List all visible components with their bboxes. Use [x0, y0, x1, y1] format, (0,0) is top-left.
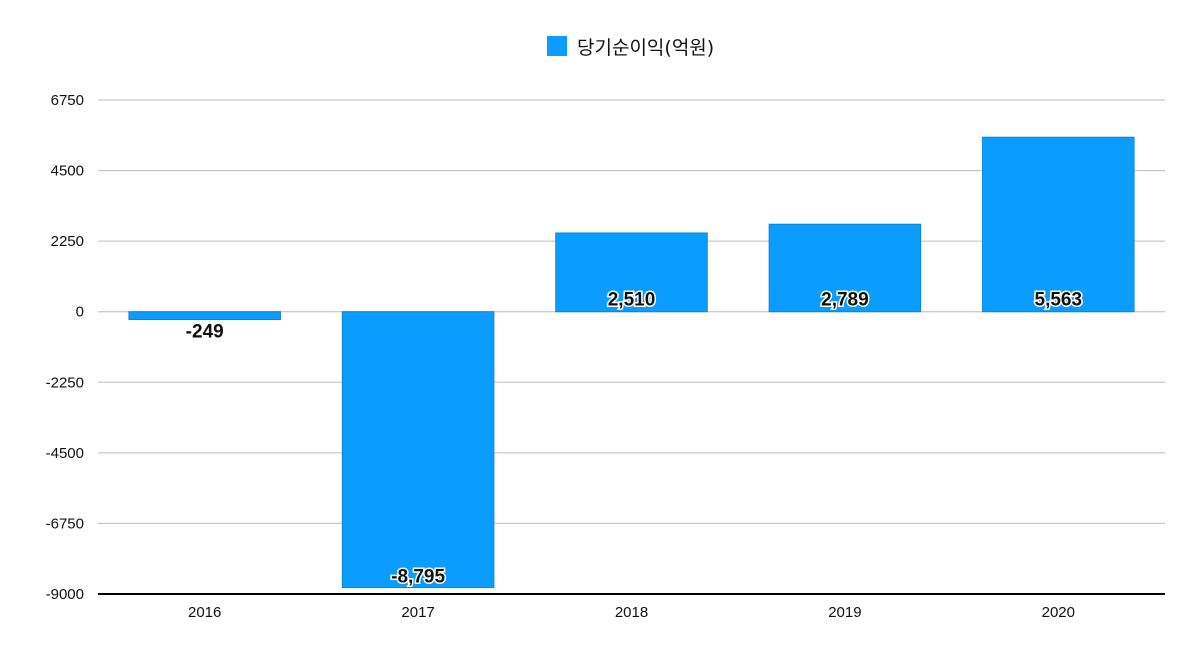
x-tick-label: 2016: [188, 604, 221, 621]
bar-2016: [128, 311, 281, 321]
y-tick-label: 6750: [51, 92, 84, 109]
y-tick-label: 2250: [51, 233, 84, 250]
bar-2020: [982, 136, 1135, 313]
y-axis-tick-labels: 6750 4500 2250 0 -2250 -4500 -6750 -9000: [46, 92, 84, 603]
legend-label: 당기순이익(억원): [577, 37, 714, 59]
y-tick-label: -2250: [46, 374, 84, 391]
y-tick-label: -9000: [46, 586, 84, 603]
bars: [128, 136, 1135, 589]
y-tick-label: -4500: [46, 445, 84, 462]
x-tick-label: 2020: [1042, 604, 1075, 621]
y-tick-label: 0: [76, 304, 84, 321]
data-labels: -249 -8,795 2,510 2,789 5,563: [184, 288, 1083, 589]
bar-2019: [768, 223, 922, 313]
data-label-2019: 2,789: [821, 290, 869, 311]
bar-2018: [555, 232, 708, 313]
x-tick-label: 2018: [615, 604, 648, 621]
data-label-2018: 2,510: [608, 290, 656, 311]
data-label-2020: 5,563: [1035, 290, 1083, 311]
x-tick-label: 2017: [401, 604, 434, 621]
x-axis-tick-labels: 2016 2017 2018 2019 2020: [188, 604, 1075, 621]
bar-2017: [341, 311, 495, 589]
legend: 당기순이익(억원): [547, 36, 714, 59]
data-label-2017: -8,795: [391, 567, 445, 588]
data-label-2016: -249: [186, 322, 224, 343]
y-tick-label: 4500: [51, 163, 84, 180]
y-tick-label: -6750: [46, 515, 84, 532]
x-tick-label: 2019: [828, 604, 861, 621]
legend-swatch: [547, 36, 567, 56]
